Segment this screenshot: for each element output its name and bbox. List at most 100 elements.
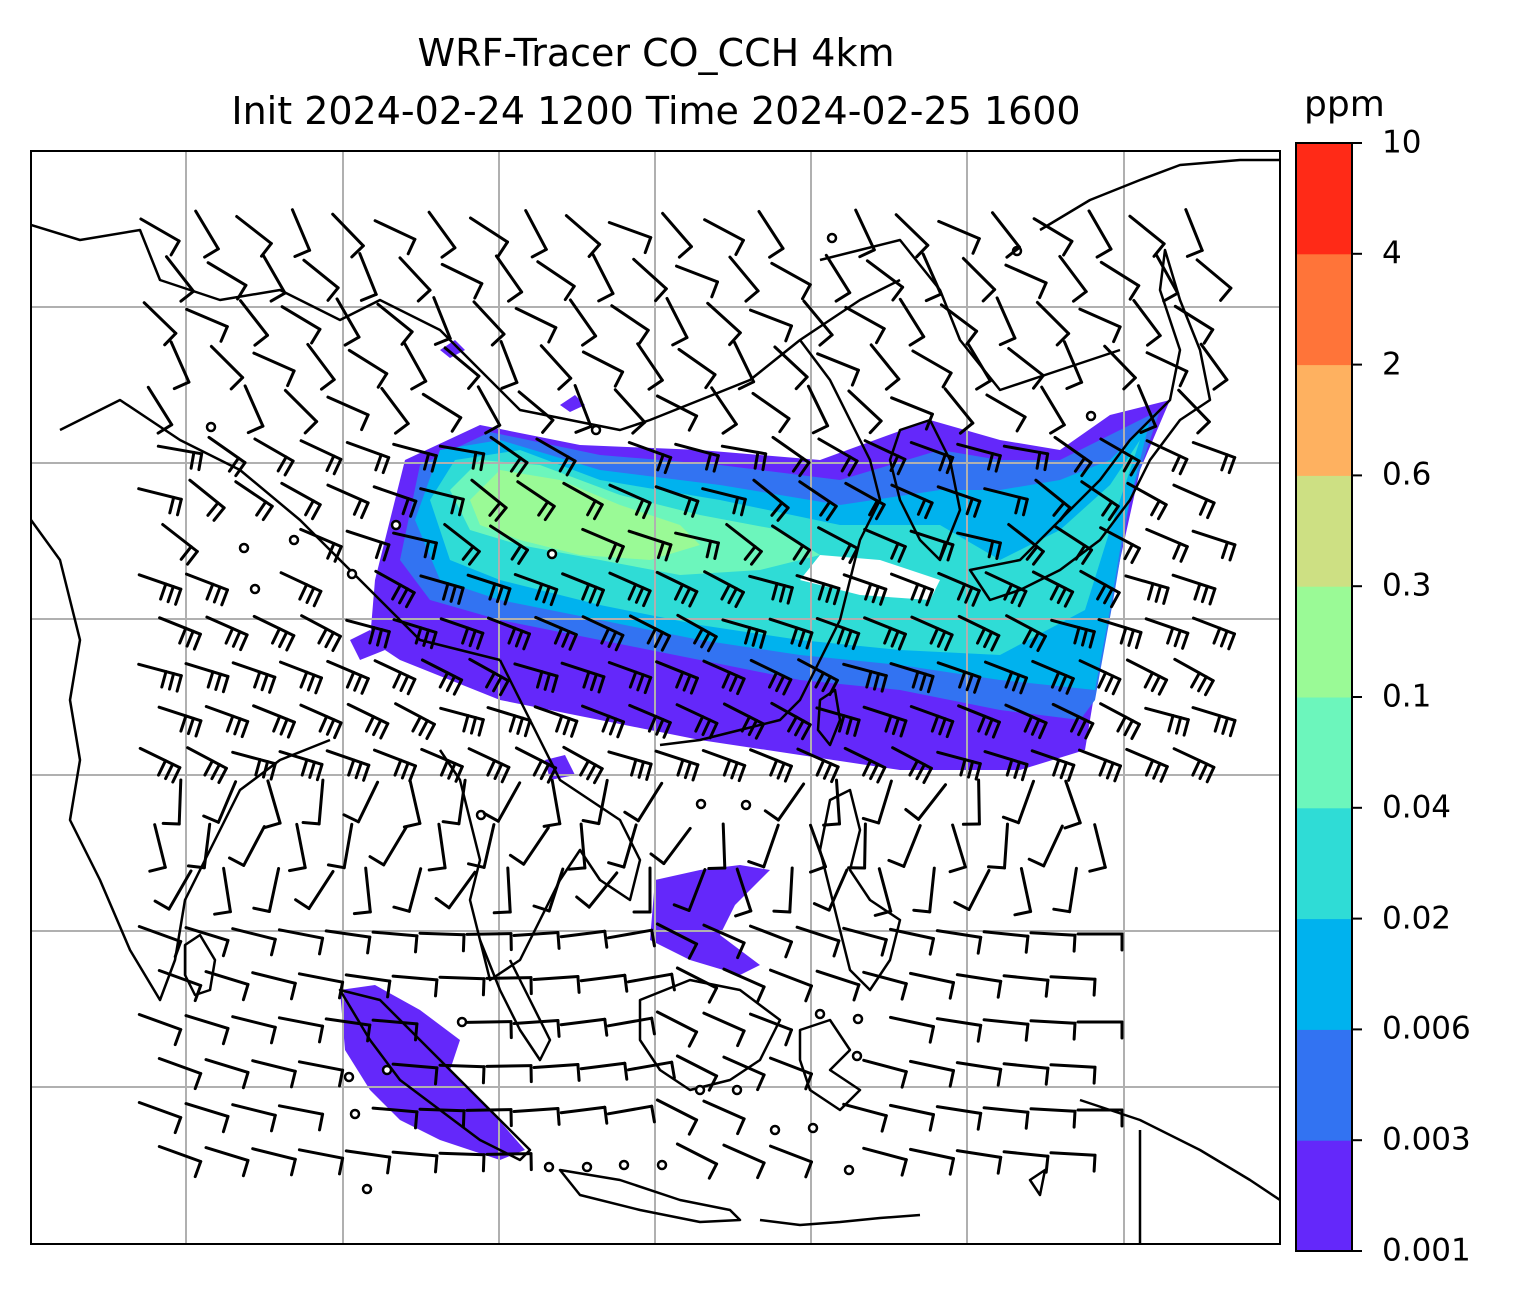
wind-barb-feather (148, 865, 167, 873)
wind-barb-feather (707, 986, 719, 1004)
wind-barb-feather (311, 503, 322, 521)
wind-barb-feather (359, 292, 378, 302)
wind-barb-feather (418, 719, 429, 737)
wind-barb-feather (660, 634, 672, 652)
wind-barb-feather (576, 1063, 581, 1082)
wind-barb-feather (286, 369, 296, 388)
wind-barb-shaft (636, 342, 664, 382)
wind-barb-shaft (443, 346, 481, 378)
new-guinea (1079, 1098, 1280, 1244)
wind-barb-feather (744, 626, 752, 645)
wind-barb-feather (964, 586, 974, 604)
wind-barb-feather (675, 670, 685, 689)
wind-barb-shaft (869, 343, 901, 381)
wind-barb-shaft (675, 264, 719, 284)
wind-barb-shaft (1128, 214, 1166, 246)
wind-barb-feather (556, 1107, 561, 1126)
wind-barb-feather (677, 245, 693, 259)
wind-barb-feather (290, 981, 297, 1001)
wind-barb-feather (1010, 586, 1021, 604)
wind-barb-feather (768, 671, 778, 689)
korea (888, 418, 962, 562)
patch-south-china-sea (650, 865, 770, 975)
wind-barb-feather (442, 582, 450, 601)
wind-barb-feather (352, 910, 372, 916)
wind-barb-feather (917, 585, 927, 604)
wind-barb-feather (214, 672, 222, 691)
wind-barb-feather (958, 421, 975, 435)
wind-barb-shaft (710, 386, 738, 426)
wind-barb-feather (586, 499, 597, 517)
wind-barb-feather (546, 766, 558, 784)
calm-wind-marker (851, 1050, 863, 1062)
wind-barb-shaft (939, 303, 979, 333)
colorbar-ticks (1352, 142, 1362, 1252)
wind-barb-feather (542, 585, 551, 604)
wind-barb-feather (315, 762, 324, 782)
wind-barb-feather (1092, 1065, 1097, 1085)
wind-barb-feather (1212, 378, 1229, 391)
colorbar-unit: ppm (1304, 84, 1385, 125)
wind-barb-feather (911, 670, 920, 689)
wind-barb-shaft (1177, 388, 1211, 424)
wind-barb-shaft (324, 929, 372, 939)
wind-barb-shaft (1007, 347, 1045, 377)
wind-barb-feather (938, 453, 947, 472)
wind-barb-feather (429, 630, 438, 650)
wind-barb-feather (543, 672, 551, 691)
wind-barb-feather (1193, 582, 1202, 601)
wind-barb-feather (186, 716, 195, 736)
calm-wind-marker (740, 799, 752, 811)
wind-barb-shaft (622, 823, 638, 869)
wind-barb-shaft (418, 931, 466, 937)
wind-barb-shaft (1195, 258, 1233, 290)
wind-barb-feather (1103, 587, 1114, 605)
wind-barb-feather (965, 497, 974, 516)
wind-barb-feather (655, 718, 665, 736)
calm-wind-marker (205, 421, 217, 433)
calm-wind-marker (390, 519, 402, 531)
wind-barb-shaft (283, 388, 319, 424)
wind-barb-shaft (447, 870, 477, 910)
wind-barb-shaft (342, 822, 354, 870)
timor (1028, 1168, 1047, 1197)
wind-barb-feather (1139, 424, 1158, 434)
wind-barb-shaft (591, 252, 615, 296)
wind-barb-shaft (382, 825, 408, 867)
wind-barb-feather (926, 674, 935, 694)
wind-barb-feather (434, 1154, 439, 1174)
wind-barb-feather (488, 582, 497, 601)
wind-barb-feather (804, 1160, 813, 1179)
wind-barb-feather (880, 674, 888, 693)
wind-barb-feather (386, 1155, 392, 1175)
wind-barb-shaft (773, 345, 809, 379)
wind-barb-feather (495, 584, 504, 604)
wind-barb-shaft (665, 296, 689, 340)
wind-barb-feather (628, 670, 638, 689)
wind-barb-feather (647, 714, 658, 733)
wind-barb-feather (601, 714, 611, 733)
wind-barb-feather (756, 985, 766, 1004)
wind-barb-feather (179, 545, 193, 561)
wind-barb-feather (457, 586, 465, 605)
wind-barb-feather (682, 673, 692, 692)
wind-barb-feather (173, 1116, 183, 1135)
wind-barb-feather (1005, 758, 1014, 777)
wind-barb-feather (236, 283, 248, 301)
wind-barb-shaft (184, 926, 230, 942)
wind-barb-shaft (1062, 340, 1084, 384)
wind-barb-shaft (1049, 975, 1097, 981)
wind-barb-shaft (579, 822, 587, 870)
wind-barb-feather (928, 1025, 935, 1044)
wind-barb-feather (873, 909, 893, 917)
wind-barb-feather (168, 672, 176, 691)
wind-barb-feather (897, 545, 907, 563)
wind-barb-feather (707, 1162, 719, 1180)
patch-sumatra (340, 985, 525, 1160)
wind-barb-shaft (465, 932, 513, 936)
wind-barb-feather (543, 504, 556, 522)
wind-barb-feather (1036, 634, 1047, 652)
wind-barb-shaft (222, 866, 232, 914)
wind-barb-shaft (157, 1145, 203, 1163)
colorbar-tick-label: 0.006 (1382, 1010, 1471, 1047)
